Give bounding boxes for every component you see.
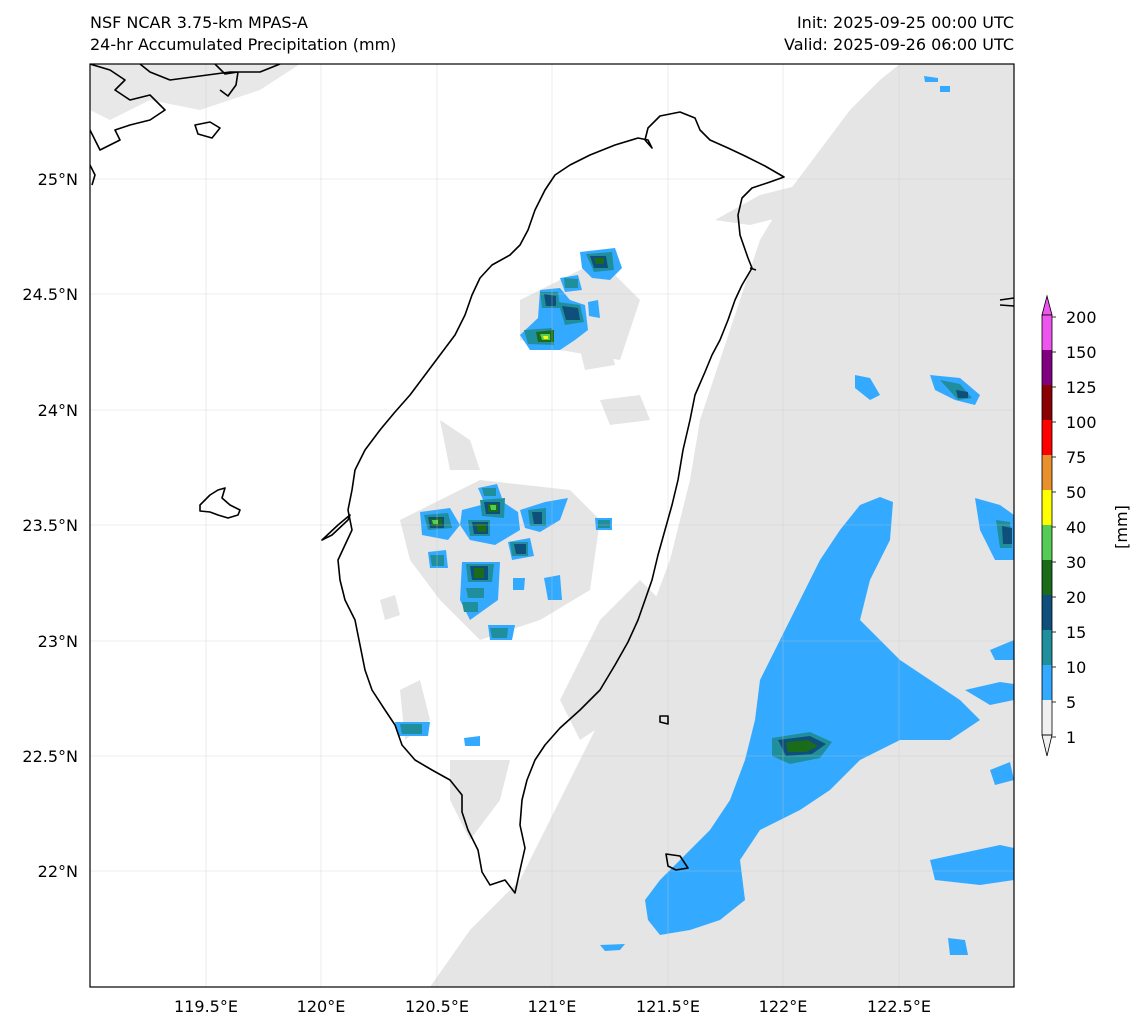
field-title: 24-hr Accumulated Precipitation (mm) (90, 35, 397, 54)
y-tick-label: 23.5°N (22, 516, 78, 535)
x-tick-label: 122.5°E (867, 997, 931, 1016)
colorbar-tick: 75 (1066, 448, 1086, 467)
colorbar-tick: 30 (1066, 553, 1086, 572)
x-tick-label: 120.5°E (405, 997, 469, 1016)
orchid-island-coast (665, 853, 689, 871)
x-tick-label: 122°E (759, 997, 808, 1016)
model-title: NSF NCAR 3.75-km MPAS-A (90, 13, 308, 32)
map-gridlines (90, 64, 1014, 987)
colorbar-tick: 1 (1066, 728, 1076, 747)
y-axis-labels: 25°N 24.5°N 24°N 23.5°N 23°N 22.5°N 22°N (22, 170, 78, 881)
colorbar: 200 150 125 100 75 50 40 30 20 15 10 5 1… (1041, 294, 1131, 757)
map-canvas (90, 64, 1014, 987)
y-tick-label: 22°N (38, 862, 78, 881)
colorbar-tick: 100 (1066, 413, 1097, 432)
valid-time: Valid: 2025-09-26 06:00 UTC (783, 35, 1014, 54)
colorbar-tick: 200 (1066, 308, 1097, 327)
colorbar-tick: 15 (1066, 623, 1086, 642)
colorbar-tick: 40 (1066, 518, 1086, 537)
colorbar-tick: 125 (1066, 378, 1097, 397)
y-tick-label: 24.5°N (22, 285, 78, 304)
precip-30-50 (432, 334, 550, 524)
colorbar-unit-label: [mm] (1112, 505, 1131, 549)
green-island-coast (659, 715, 669, 725)
colorbar-tick: 20 (1066, 588, 1086, 607)
colorbar-tick: 5 (1066, 693, 1076, 712)
colorbar-tick: 10 (1066, 658, 1086, 677)
y-tick-label: 23°N (38, 632, 78, 651)
x-tick-label: 119.5°E (174, 997, 238, 1016)
init-time: Init: 2025-09-25 00:00 UTC (796, 13, 1014, 32)
x-tick-label: 121°E (528, 997, 577, 1016)
china-coast (90, 64, 281, 186)
coastlines (90, 64, 1014, 894)
y-tick-label: 24°N (38, 401, 78, 420)
penghu-coast (199, 487, 241, 519)
map-border (89, 63, 1015, 988)
x-tick-label: 121.5°E (636, 997, 700, 1016)
y-tick-label: 22.5°N (22, 747, 78, 766)
y-tick-label: 25°N (38, 170, 78, 189)
x-tick-label: 120°E (297, 997, 346, 1016)
colorbar-tick: 50 (1066, 483, 1086, 502)
taiwan-coastline (337, 111, 785, 894)
x-axis-labels: 119.5°E 120°E 120.5°E 121°E 121.5°E 122°… (174, 997, 931, 1016)
colorbar-tick: 150 (1066, 343, 1097, 362)
